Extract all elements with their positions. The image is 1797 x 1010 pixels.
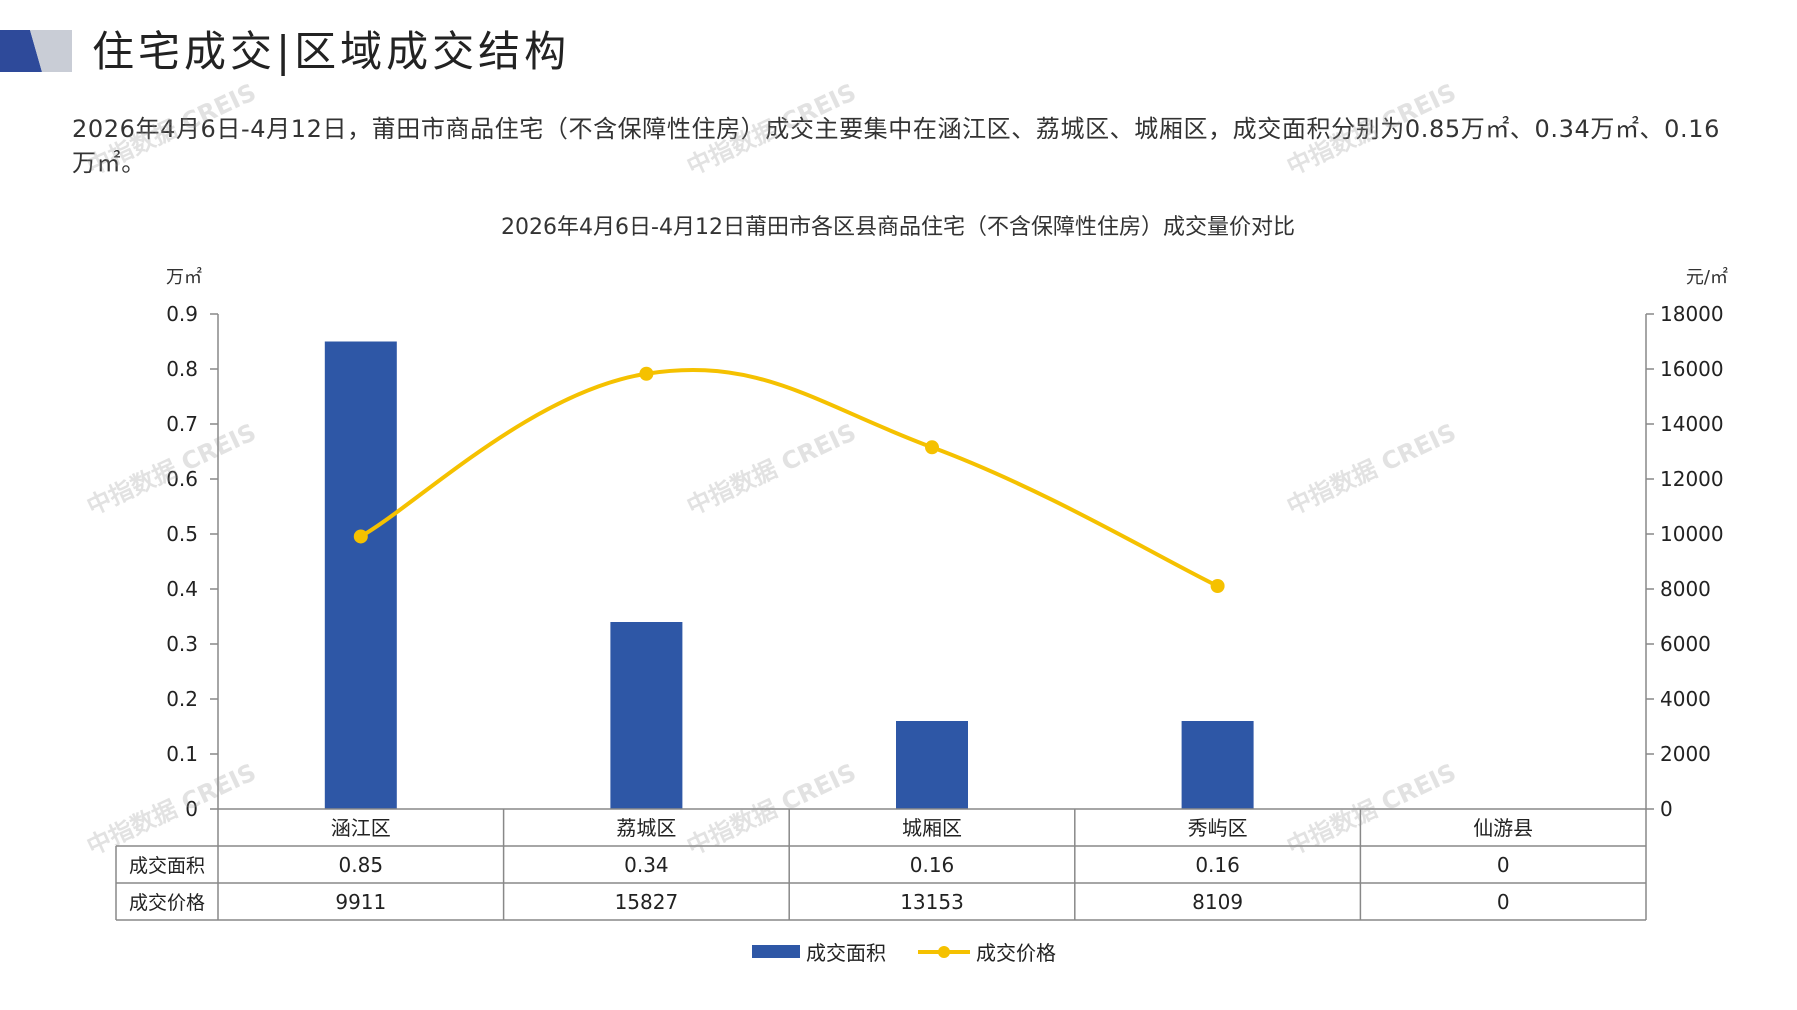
right-tick-label: 4000: [1660, 687, 1711, 711]
table-row-label: 成交价格: [129, 892, 205, 914]
legend-label-price: 成交价格: [976, 941, 1056, 965]
right-tick-label: 16000: [1660, 357, 1724, 381]
legend-bar-swatch: [752, 945, 800, 958]
right-tick-label: 2000: [1660, 742, 1711, 766]
right-tick-label: 12000: [1660, 467, 1724, 491]
price-line: [359, 368, 1219, 588]
table-cell-value: 15827: [615, 890, 679, 914]
price-point-2: [639, 366, 654, 381]
left-tick-label: 0: [185, 797, 198, 821]
left-tick-label: 0.8: [166, 357, 198, 381]
category-label: 涵江区: [331, 816, 391, 840]
table-cell-value: 8109: [1192, 890, 1243, 914]
right-tick-label: 10000: [1660, 522, 1724, 546]
price-point-3: [925, 440, 939, 455]
legend-line-marker: [938, 946, 950, 958]
table-cell-value: 13153: [900, 890, 964, 914]
price-point-1: [353, 529, 368, 544]
category-label: 秀屿区: [1188, 816, 1248, 840]
left-tick-label: 0.9: [166, 302, 198, 326]
left-tick-label: 0.7: [166, 412, 198, 436]
bar-area-3: [896, 721, 968, 809]
table-cell-value: 0.85: [339, 853, 384, 877]
left-tick-label: 0.3: [166, 632, 198, 656]
left-tick-label: 0.1: [166, 742, 198, 766]
left-tick-label: 0.4: [166, 577, 198, 601]
right-tick-label: 0: [1660, 797, 1673, 821]
table-cell-value: 0: [1497, 853, 1510, 877]
bar-area-4: [1181, 721, 1254, 809]
category-label: 城厢区: [902, 816, 962, 840]
description-text: 2026年4月6日-4月12日，莆田市商品住宅（不含保障性住房）成交主要集中在涵…: [72, 115, 1720, 177]
category-label: 仙游县: [1473, 816, 1533, 840]
table-cell-value: 0.16: [910, 853, 955, 877]
left-tick-label: 0.6: [166, 467, 198, 491]
table-cell-value: 0.16: [1195, 853, 1240, 877]
left-axis-unit: 万㎡: [166, 266, 202, 288]
bar-area-2: [610, 622, 683, 809]
chart-title: 2026年4月6日-4月12日莆田市各区县商品住宅（不含保障性住房）成交量价对比: [501, 215, 1295, 240]
bar-area-1: [324, 341, 397, 809]
table-cell-value: 0: [1497, 890, 1510, 914]
right-tick-label: 18000: [1660, 302, 1724, 326]
right-axis-unit: 元/㎡: [1686, 266, 1728, 288]
right-tick-label: 14000: [1660, 412, 1724, 436]
category-label: 荔城区: [616, 816, 676, 840]
left-tick-label: 0.5: [166, 522, 198, 546]
table-cell-value: 0.34: [624, 853, 669, 877]
table-cell-value: 9911: [335, 890, 386, 914]
right-tick-label: 8000: [1660, 577, 1711, 601]
price-point-4: [1210, 579, 1225, 594]
right-tick-label: 6000: [1660, 632, 1711, 656]
legend-label-area: 成交面积: [806, 941, 886, 965]
table-row-label: 成交面积: [129, 855, 205, 877]
page-title: 住宅成交|区域成交结构: [92, 27, 571, 76]
logo: [0, 30, 72, 72]
logo-light-shape: [30, 30, 72, 72]
logo-dark-shape: [0, 30, 42, 72]
left-tick-label: 0.2: [166, 687, 198, 711]
